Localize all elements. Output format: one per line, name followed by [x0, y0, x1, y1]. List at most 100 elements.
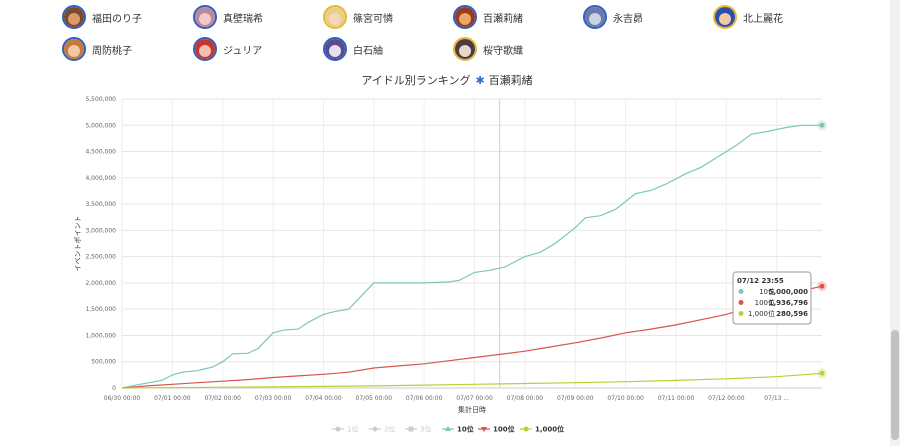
idol-avatar[interactable] — [453, 5, 477, 29]
series-end-point — [819, 370, 825, 376]
tooltip-time: 07/12 23:55 — [737, 277, 784, 285]
idol-item[interactable]: 周防桃子 — [62, 34, 132, 64]
page-scrollbar-track[interactable] — [890, 0, 900, 446]
x-tick-label: 07/13 ... — [764, 395, 789, 402]
idol-item[interactable]: 白石紬 — [323, 34, 383, 64]
page-scrollbar-thumb[interactable] — [891, 330, 899, 440]
y-tick-label: 4,000,000 — [85, 175, 116, 182]
idol-selector-grid: 福田のり子 真壁瑞希 篠宮可憐 百瀬莉緒 永吉昴 北上麗花周防桃子 ジュリア 白石紬 桜守歌織 — [0, 0, 890, 66]
idol-item[interactable]: 北上麗花 — [713, 2, 783, 32]
legend-item-5[interactable]: 1,000位 — [520, 425, 564, 434]
x-tick-label: 07/12 00:00 — [708, 395, 745, 402]
y-tick-label: 4,500,000 — [85, 149, 116, 156]
x-tick-label: 07/05 00:00 — [356, 395, 393, 402]
legend-marker — [372, 426, 378, 432]
x-tick-label: 06/30 00:00 — [104, 395, 141, 402]
x-tick-label: 07/02 00:00 — [204, 395, 241, 402]
x-axis-title: 集計日時 — [458, 405, 486, 414]
idol-name[interactable]: ジュリア — [223, 45, 263, 57]
idol-name[interactable]: 福田のり子 — [92, 13, 142, 25]
legend-label: 10位 — [457, 425, 474, 434]
y-tick-label: 0 — [112, 385, 116, 392]
idol-avatar[interactable] — [323, 37, 347, 61]
legend-marker — [523, 426, 529, 432]
tooltip-value: 5,000,000 — [769, 288, 809, 296]
legend-label: 2位 — [384, 425, 395, 434]
idol-name[interactable]: 北上麗花 — [743, 13, 783, 25]
tooltip-value: 1,936,796 — [769, 299, 809, 307]
idol-item[interactable]: 篠宮可憐 — [323, 2, 393, 32]
y-tick-label: 5,000,000 — [85, 122, 116, 129]
y-axis-title: イベントポイント — [74, 216, 82, 272]
idol-name[interactable]: 永吉昴 — [613, 13, 643, 25]
idol-avatar[interactable] — [62, 37, 86, 61]
y-tick-label: 1,500,000 — [85, 306, 116, 313]
asterisk-icon: ✱ — [475, 74, 484, 87]
idol-name[interactable]: 周防桃子 — [92, 45, 132, 57]
idol-avatar[interactable] — [62, 5, 86, 29]
x-tick-label: 07/01 00:00 — [154, 395, 191, 402]
legend-item-0[interactable]: 1位 — [332, 425, 358, 434]
idol-item[interactable]: 福田のり子 — [62, 2, 142, 32]
x-tick-label: 07/10 00:00 — [607, 395, 644, 402]
legend-marker — [408, 426, 414, 432]
idol-name[interactable]: 桜守歌織 — [483, 45, 523, 57]
idol-name[interactable]: 篠宮可憐 — [353, 13, 393, 25]
ranking-line-chart: アイドル別ランキング ✱ 百瀬莉緒 0 500,000 1,000,000 1,500,00… — [74, 73, 827, 434]
y-tick-label: 3,000,000 — [85, 227, 116, 234]
legend-item-4[interactable]: 100位 — [478, 425, 515, 434]
chart-title-main: アイドル別ランキング — [361, 73, 470, 87]
tooltip-marker — [738, 300, 744, 305]
tooltip-box — [732, 271, 812, 325]
y-tick-label: 3,500,000 — [85, 201, 116, 208]
idol-avatar[interactable] — [323, 5, 347, 29]
idol-item[interactable]: 永吉昴 — [583, 2, 643, 32]
idol-name[interactable]: 真壁瑞希 — [223, 13, 263, 25]
x-tick-label: 07/03 00:00 — [255, 395, 292, 402]
idol-avatar[interactable] — [583, 5, 607, 29]
idol-avatar[interactable] — [453, 37, 477, 61]
legend-item-2[interactable]: 3位 — [405, 425, 431, 434]
legend-marker — [445, 426, 451, 431]
x-tick-label: 07/06 00:00 — [406, 395, 443, 402]
idol-avatar[interactable] — [193, 5, 217, 29]
chart-title: アイドル別ランキング ✱ 百瀬莉緒 — [361, 73, 532, 87]
tooltip-marker — [738, 311, 744, 316]
x-tick-label: 07/04 00:00 — [305, 395, 342, 402]
chart-title-idol: 百瀬莉緒 — [489, 73, 533, 87]
x-tick-label: 07/09 00:00 — [557, 395, 594, 402]
idol-item[interactable]: 桜守歌織 — [453, 34, 523, 64]
y-tick-label: 500,000 — [91, 359, 116, 366]
idol-item[interactable]: ジュリア — [193, 34, 262, 64]
y-tick-label: 5,500,000 — [85, 96, 116, 103]
tooltip-value: 280,596 — [776, 310, 808, 318]
idol-item[interactable]: 百瀬莉緒 — [453, 2, 523, 32]
y-tick-label: 1,000,000 — [85, 332, 116, 339]
tooltip-label: 10位 — [759, 287, 775, 296]
series-line-4 — [121, 285, 823, 389]
tooltip-label: 100位 — [755, 298, 775, 307]
idol-avatar[interactable] — [193, 37, 217, 61]
idol-item[interactable]: 真壁瑞希 — [193, 2, 263, 32]
series-line-5 — [121, 372, 823, 389]
y-tick-label: 2,500,000 — [85, 254, 116, 261]
legend-label: 1,000位 — [535, 425, 564, 434]
legend-marker — [335, 426, 341, 432]
idol-name[interactable]: 白石紬 — [353, 45, 383, 57]
series-end-point — [819, 283, 825, 289]
idol-name[interactable]: 百瀬莉緒 — [483, 13, 523, 25]
y-tick-label: 2,000,000 — [85, 280, 116, 287]
legend-item-3[interactable]: 10位 — [442, 425, 474, 434]
idol-avatar[interactable] — [713, 5, 737, 29]
x-tick-label: 07/08 00:00 — [507, 395, 544, 402]
legend-item-1[interactable]: 2位 — [369, 425, 395, 434]
legend-label: 100位 — [493, 425, 515, 434]
series-end-point — [819, 122, 825, 128]
legend-label: 1位 — [347, 425, 358, 434]
x-tick-label: 07/11 00:00 — [658, 395, 695, 402]
tooltip-label: 1,000位 — [748, 309, 775, 318]
legend-marker — [481, 427, 487, 432]
tooltip-marker — [738, 289, 744, 294]
series-line-3 — [121, 124, 822, 389]
